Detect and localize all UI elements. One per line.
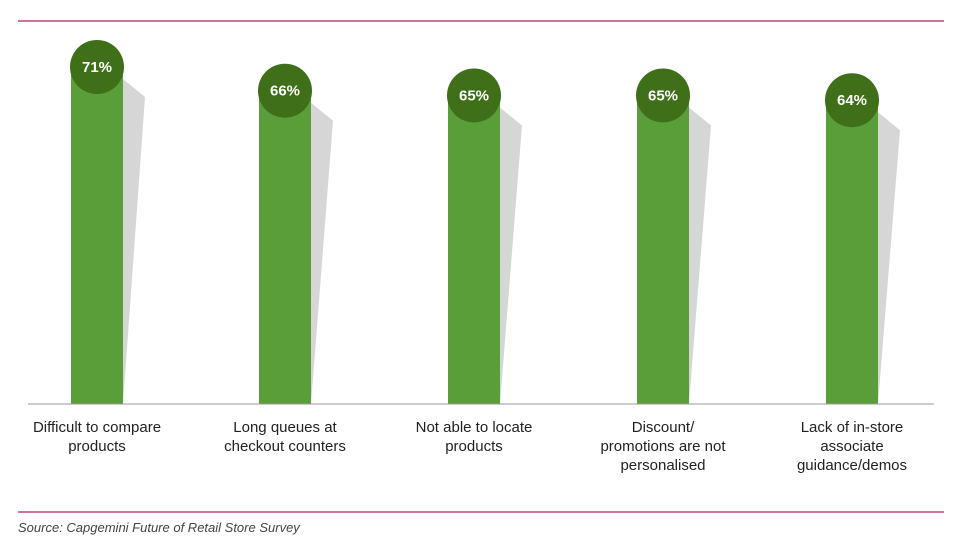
category-label-line: Long queues at xyxy=(233,419,337,436)
bar xyxy=(826,100,878,405)
category-label-line: promotions are not xyxy=(600,438,726,455)
bar xyxy=(448,95,500,404)
category-label-line: checkout counters xyxy=(224,438,346,455)
category-label: Lack of in-store associate guidance/demos xyxy=(797,419,907,474)
bar xyxy=(637,95,689,404)
data-label: 65% xyxy=(459,87,489,104)
category-label-line: products xyxy=(68,438,126,455)
data-label: 66% xyxy=(270,83,300,100)
data-label: 65% xyxy=(648,87,678,104)
category-label-line: personalised xyxy=(620,457,705,474)
bar-shadow xyxy=(689,107,711,404)
value-bubble xyxy=(70,40,124,94)
category-label-line: associate xyxy=(820,438,883,455)
category-label: Long queues at checkout counters xyxy=(224,419,346,455)
value-bubble xyxy=(825,73,879,128)
category-label-line: guidance/demos xyxy=(797,457,907,474)
bar-shadow xyxy=(123,79,145,404)
value-bubble xyxy=(447,68,501,123)
bar-shadow xyxy=(500,107,522,404)
bar xyxy=(259,90,311,404)
value-bubble xyxy=(258,63,312,118)
category-label: Difficult to compare products xyxy=(33,419,161,455)
bar-shadow xyxy=(878,112,900,405)
category-label-line: Lack of in-store xyxy=(801,419,904,436)
category-label-line: products xyxy=(445,438,503,455)
data-label: 64% xyxy=(837,92,867,109)
category-label-line: Difficult to compare xyxy=(33,419,161,436)
bar-shadow xyxy=(311,102,333,404)
source-note: Source: Capgemini Future of Retail Store… xyxy=(18,520,300,535)
category-label: Not able to locate products xyxy=(416,419,533,455)
bar xyxy=(71,67,123,404)
data-label: 71% xyxy=(82,59,112,76)
value-bubble xyxy=(636,68,690,123)
category-label: Discount/promotions are not personalised xyxy=(600,419,726,474)
category-label-line: Discount/ xyxy=(632,419,695,436)
category-label-line: Not able to locate xyxy=(416,419,533,436)
